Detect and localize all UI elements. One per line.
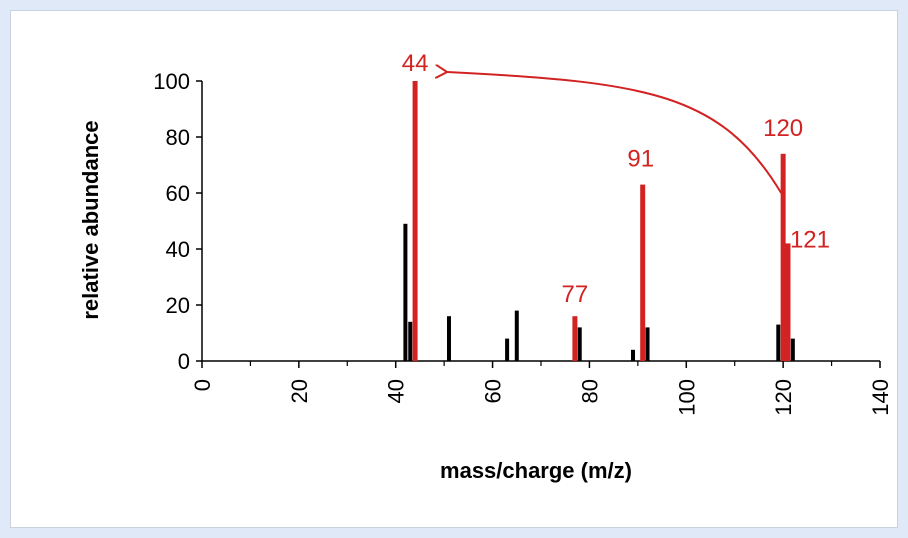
fragment-arrow [447,72,783,194]
x-tick-label: 120 [771,379,796,416]
peak-bar-91 [640,184,646,361]
peak-label-77: 77 [562,281,589,308]
x-tick-label: 0 [190,379,215,391]
y-tick-label: 80 [166,125,190,150]
peak-label-91: 91 [627,146,654,173]
y-tick-label: 40 [166,237,190,262]
y-tick-label: 0 [178,349,190,374]
chart-panel [10,10,898,528]
peak-bar-119 [776,324,781,361]
x-tick-label: 60 [481,379,506,403]
peak-bar-122 [790,338,795,361]
peak-label-120: 120 [763,115,803,142]
peak-bar-42 [403,223,408,361]
x-axis-title: mass/charge (m/z) [440,458,632,483]
peak-bar-44 [412,81,418,361]
y-tick-label: 60 [166,181,190,206]
peak-bar-43 [408,321,413,361]
peak-bar-92 [645,327,650,361]
y-axis-title: relative abundance [78,120,103,319]
y-tick-label: 20 [166,293,190,318]
y-tick-label: 100 [153,69,190,94]
peak-bar-65 [514,310,519,361]
peak-bar-120 [780,153,786,361]
x-tick-label: 20 [287,379,312,403]
peak-label-44: 44 [402,50,429,77]
peak-bar-77 [572,316,578,361]
peak-bar-121 [785,243,791,361]
x-tick-label: 140 [868,379,893,416]
peak-bar-78 [577,327,582,361]
x-tick-label: 100 [674,379,699,416]
peak-bar-63 [505,338,510,361]
peak-label-121: 121 [790,226,830,253]
peak-bar-89 [631,349,636,361]
x-tick-label: 40 [384,379,409,403]
peak-bar-51 [446,316,451,361]
x-tick-label: 80 [577,379,602,403]
